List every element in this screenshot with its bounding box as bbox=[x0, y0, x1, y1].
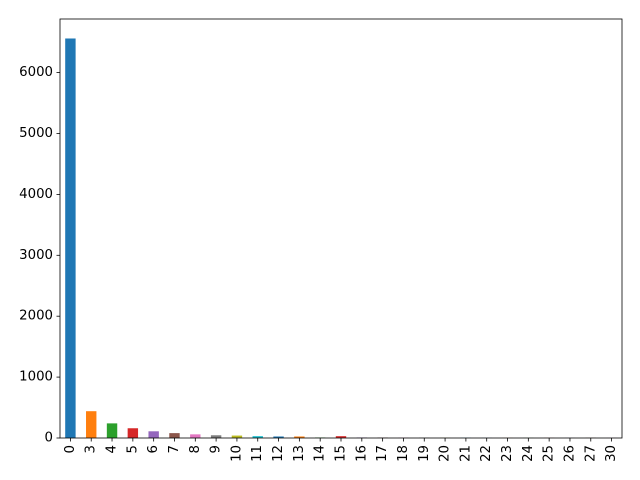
x-tick-label: 11 bbox=[250, 445, 265, 462]
y-tick-label: 3000 bbox=[19, 248, 53, 263]
bar-8 bbox=[190, 434, 201, 438]
x-tick-label: 6 bbox=[146, 445, 161, 453]
bar-3 bbox=[86, 411, 97, 438]
x-tick-label: 0 bbox=[63, 445, 78, 453]
x-tick-label: 24 bbox=[521, 445, 536, 462]
y-tick-label: 6000 bbox=[19, 65, 53, 80]
x-tick-label: 13 bbox=[292, 445, 307, 462]
x-tick-label: 30 bbox=[604, 445, 619, 462]
bar-15 bbox=[335, 436, 347, 438]
x-tick-label: 21 bbox=[458, 445, 473, 462]
y-tick-label: 5000 bbox=[19, 126, 53, 141]
x-tick-label: 7 bbox=[167, 445, 182, 453]
x-tick-label: 4 bbox=[105, 445, 120, 453]
x-tick-label: 14 bbox=[313, 445, 328, 462]
x-tick-label: 18 bbox=[396, 445, 411, 462]
bar-5 bbox=[127, 428, 139, 438]
bars-group bbox=[65, 38, 617, 438]
bar-11 bbox=[252, 436, 263, 438]
y-axis: 0 1000 2000 3000 4000 5000 6000 bbox=[19, 65, 60, 446]
bar-7 bbox=[169, 433, 180, 438]
x-tick-label: 15 bbox=[334, 445, 349, 462]
x-tick-label: 5 bbox=[125, 445, 140, 453]
y-tick-label: 4000 bbox=[19, 187, 53, 202]
x-tick-label: 20 bbox=[438, 445, 453, 462]
y-tick-label: 0 bbox=[45, 431, 53, 446]
x-tick-label: 12 bbox=[271, 445, 286, 462]
x-tick-label: 16 bbox=[354, 445, 369, 462]
bar-10 bbox=[231, 435, 243, 438]
x-tick-label: 9 bbox=[209, 445, 224, 453]
x-tick-label: 8 bbox=[188, 445, 203, 453]
x-tick-label: 17 bbox=[375, 445, 390, 462]
bar-13 bbox=[294, 436, 305, 438]
x-tick-label: 3 bbox=[84, 445, 99, 453]
x-axis: 0 3 4 5 6 7 8 9 10 11 12 13 14 15 16 17 18 19 20 21 22 23 24 25… bbox=[63, 438, 619, 462]
bar-4 bbox=[106, 423, 118, 438]
bar-6 bbox=[148, 431, 159, 438]
y-tick-label: 1000 bbox=[19, 370, 53, 385]
x-tick-label: 23 bbox=[500, 445, 515, 462]
bar-9 bbox=[210, 435, 222, 438]
bar-12 bbox=[273, 436, 284, 438]
x-tick-label: 22 bbox=[479, 445, 494, 462]
x-tick-label: 19 bbox=[417, 445, 432, 462]
bar-0 bbox=[65, 38, 76, 438]
y-tick-label: 2000 bbox=[19, 309, 53, 324]
x-tick-label: 25 bbox=[542, 445, 557, 462]
x-tick-label: 27 bbox=[583, 445, 598, 462]
plot-frame bbox=[59, 18, 623, 439]
x-tick-label: 26 bbox=[562, 445, 577, 462]
x-tick-label: 10 bbox=[229, 445, 244, 462]
